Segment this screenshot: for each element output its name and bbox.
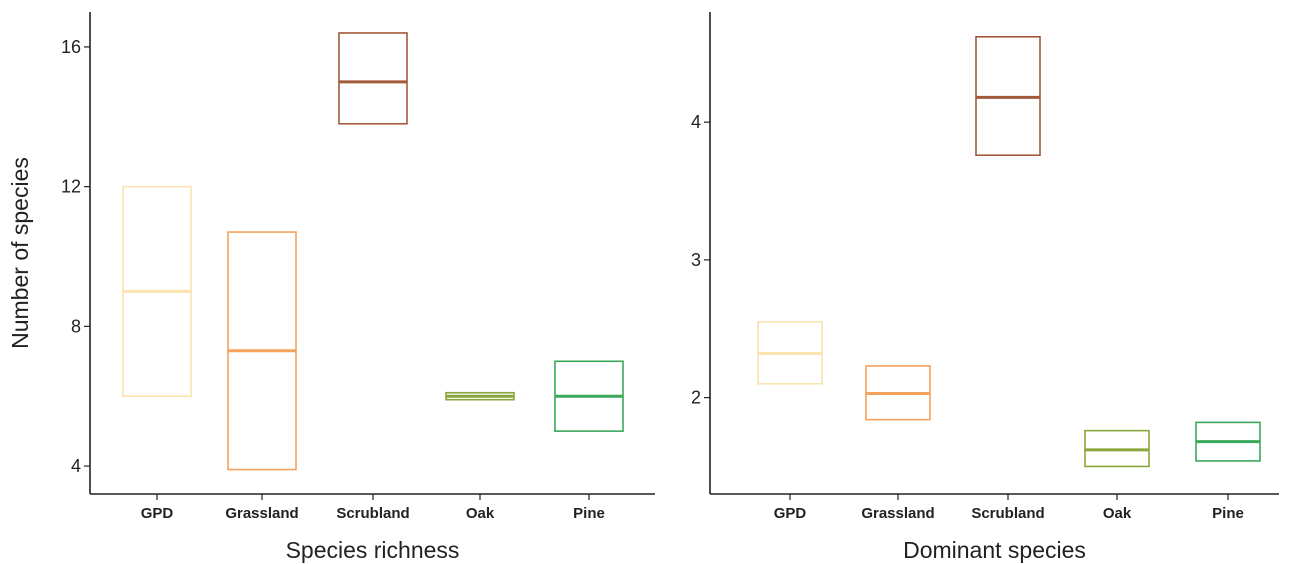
panel-dominant-species: 2 3 4 GPD Grassland Scrubland Oak Pine Dominant … <box>691 12 1279 563</box>
y-tick-label: 16 <box>61 37 81 57</box>
x-tick-label: Grassland <box>225 505 298 522</box>
x-axis-title: Dominant species <box>903 537 1086 563</box>
x-tick-label: GPD <box>141 505 174 522</box>
box-scrubland <box>338 32 408 125</box>
x-tick-label: Scrubland <box>336 505 409 522</box>
x-tick-label: Pine <box>573 505 605 522</box>
y-tick-label: 4 <box>71 456 81 476</box>
y-tick-label: 2 <box>691 388 701 408</box>
x-tick-label: Grassland <box>861 505 934 522</box>
y-tick-label: 8 <box>71 316 81 336</box>
x-tick-label: Scrubland <box>971 505 1044 522</box>
y-tick-label: 4 <box>691 112 701 132</box>
y-tick-label: 12 <box>61 177 81 197</box>
x-axis-title: Species richness <box>286 537 460 563</box>
x-tick-label: Oak <box>466 505 495 522</box>
x-tick-label: Oak <box>1103 505 1132 522</box>
x-tick-label: Pine <box>1212 505 1244 522</box>
x-tick-label: GPD <box>774 505 807 522</box>
y-axis-title: Number of species <box>7 157 33 349</box>
y-tick-label: 3 <box>691 250 701 270</box>
panel-species-richness: 4 8 12 16 GPD Grassland Scrubland Oak Pine Specie… <box>7 12 655 563</box>
